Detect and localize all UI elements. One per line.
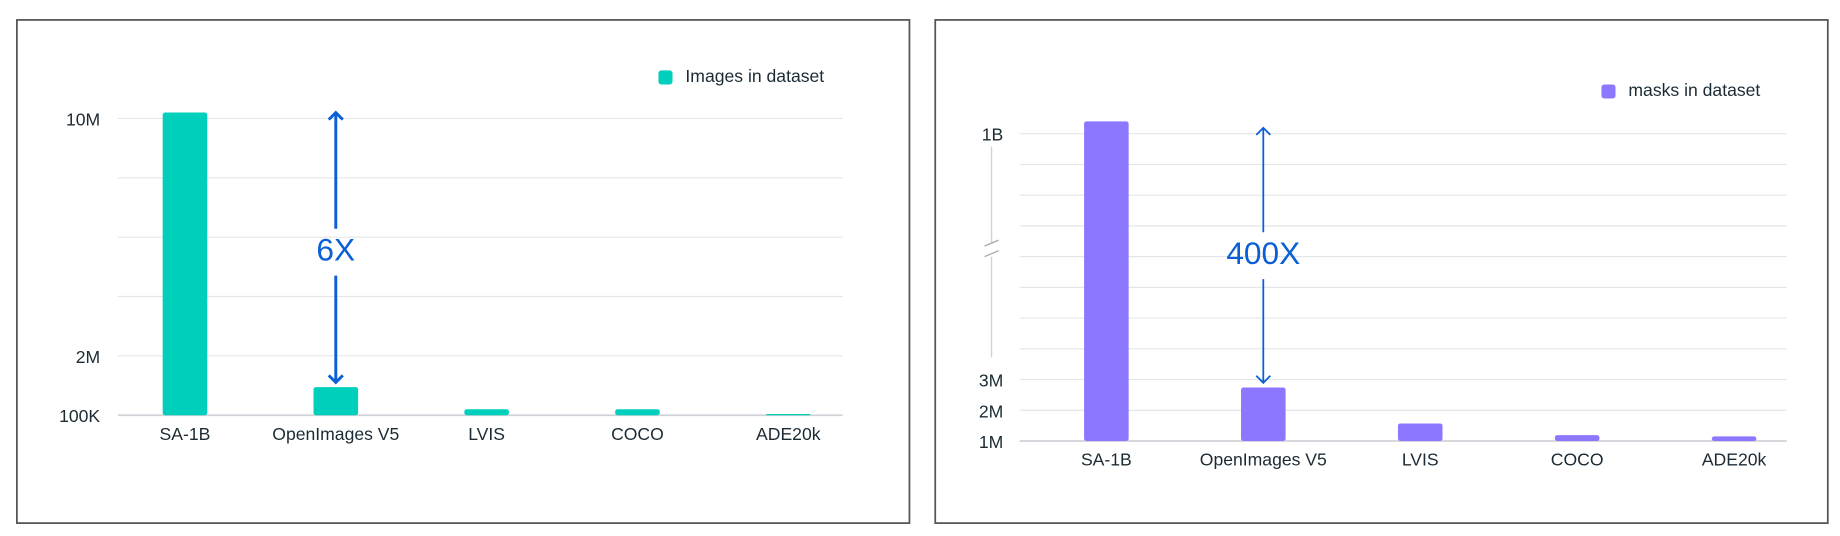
annotation-arrowhead — [1255, 375, 1271, 385]
annotation: 400X — [1226, 235, 1300, 271]
x-tick-label: ADE20k — [756, 424, 821, 444]
axis-break — [984, 250, 999, 258]
panel-frame — [934, 19, 1829, 524]
bar — [1554, 435, 1600, 441]
x-tick-label: LVIS — [468, 424, 505, 444]
bar — [615, 409, 660, 416]
y-tick-label: 3M — [979, 371, 1003, 391]
annotation-arrowhead — [327, 110, 344, 121]
x-tick-label: OpenImages V5 — [272, 424, 399, 444]
bar — [313, 387, 359, 416]
x-tick-label: SA-1B — [160, 424, 211, 444]
legend-swatch — [1601, 84, 1616, 99]
bar — [1241, 387, 1286, 441]
y-tick-label: 1B — [982, 125, 1004, 145]
y-tick-label: 1M — [979, 432, 1003, 452]
x-tick-label: ADE20k — [1702, 450, 1767, 470]
y-tick-label: 2M — [76, 347, 100, 367]
legend-swatch — [658, 70, 673, 85]
bar — [766, 413, 811, 416]
annotation: 6X — [316, 232, 355, 268]
x-tick-label: OpenImages V5 — [1200, 450, 1327, 470]
bar — [464, 409, 509, 416]
x-tick-label: COCO — [1551, 450, 1604, 470]
y-tick-label: 10M — [66, 109, 100, 129]
legend-label: masks in dataset — [1628, 80, 1760, 100]
bar — [1397, 423, 1443, 441]
x-tick-label: LVIS — [1402, 450, 1439, 470]
bar — [1084, 121, 1129, 441]
panel-frame — [16, 19, 911, 524]
y-tick-label: 100K — [59, 406, 100, 426]
x-tick-label: COCO — [611, 424, 664, 444]
x-tick-label: SA-1B — [1081, 450, 1132, 470]
axis-break — [984, 239, 999, 247]
annotation-arrowhead — [327, 374, 344, 385]
y-tick-label: 2M — [979, 401, 1003, 421]
annotation-arrowhead — [1255, 126, 1271, 136]
bar — [1711, 436, 1757, 441]
bar — [162, 112, 208, 416]
legend-label: Images in dataset — [685, 66, 824, 86]
